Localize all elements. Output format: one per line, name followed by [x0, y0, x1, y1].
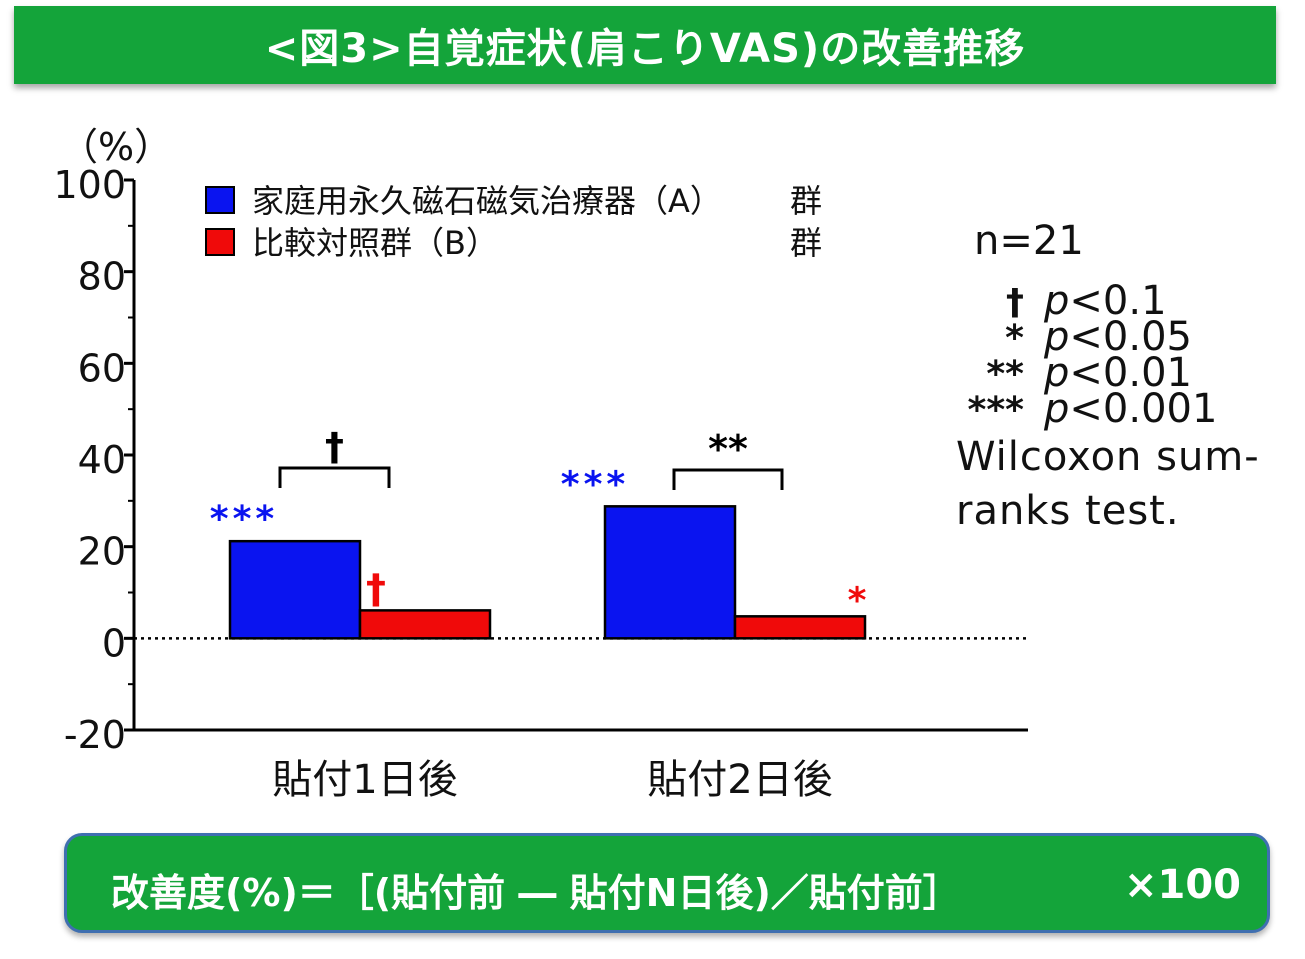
y-axis-label: （%） — [60, 125, 172, 169]
y-tick-label: 40 — [78, 438, 126, 482]
y-tick-label: 60 — [78, 346, 126, 390]
sig-symbol: *** — [967, 390, 1024, 431]
sig-bracket-day2-label: ** — [708, 427, 748, 471]
legend-swatch-b — [205, 228, 235, 256]
sig-row-one-star: * p<0.05 — [956, 314, 1256, 360]
y-tick-label: -20 — [64, 713, 126, 757]
formula-banner: 改善度(%)＝［(貼付前 ― 貼付N日後)／貼付前］ ×100 — [64, 833, 1270, 933]
legend-suffix-a: 群 — [790, 182, 822, 220]
sig-row-two-star: ** p<0.01 — [956, 350, 1256, 396]
sig-row-three-star: *** p<0.001 — [956, 386, 1256, 432]
sig-threshold: p<0.1 — [1044, 278, 1167, 324]
test-name: Wilcoxon sum- ranks test. — [956, 434, 1260, 534]
x-category-label: 貼付1日後 — [272, 757, 457, 803]
sig-marker-a-day1: *** — [210, 499, 278, 540]
y-tick-label: 20 — [78, 530, 126, 574]
legend-swatch-a — [205, 186, 235, 214]
title-banner: <図3>自覚症状(肩こりVAS)の改善推移 — [14, 6, 1276, 84]
bar-a-2 — [603, 505, 737, 640]
formula-multiplier: ×100 — [1123, 862, 1241, 908]
sig-symbol: † — [1006, 282, 1024, 323]
formula-text: 改善度(%)＝［(貼付前 ― 貼付N日後)／貼付前］ — [111, 871, 961, 915]
sig-symbol: * — [1005, 318, 1024, 359]
sig-bracket-day1-bracket — [278, 466, 391, 488]
sig-bracket-day1-label: † — [325, 425, 344, 469]
legend-label-b: 比較対照群（B） — [252, 224, 498, 262]
y-tick-label: 80 — [78, 255, 126, 299]
sig-symbol: ** — [986, 354, 1024, 395]
page-title: <図3>自覚症状(肩こりVAS)の改善推移 — [264, 26, 1026, 72]
sample-size: n=21 — [974, 218, 1084, 264]
bar-b-2 — [733, 615, 867, 640]
sig-threshold: p<0.001 — [1044, 386, 1218, 432]
sig-row-dagger: † p<0.1 — [956, 278, 1256, 324]
y-tick-label: 0 — [102, 621, 126, 665]
legend-suffix-b: 群 — [790, 224, 822, 262]
legend-label-a: 家庭用永久磁石磁気治療器（A） — [252, 182, 722, 220]
sig-marker-a-day2: *** — [561, 464, 629, 505]
bar-b-1 — [358, 609, 492, 640]
x-category-label: 貼付2日後 — [647, 757, 832, 803]
sig-marker-b-day2: * — [848, 580, 867, 621]
sig-threshold: p<0.01 — [1044, 350, 1192, 396]
sig-marker-b-day1: † — [366, 566, 386, 612]
sig-threshold: p<0.05 — [1044, 314, 1192, 360]
sig-bracket-day2-bracket — [672, 468, 784, 490]
y-tick-label: 100 — [53, 163, 126, 207]
bar-a-1 — [228, 539, 362, 640]
